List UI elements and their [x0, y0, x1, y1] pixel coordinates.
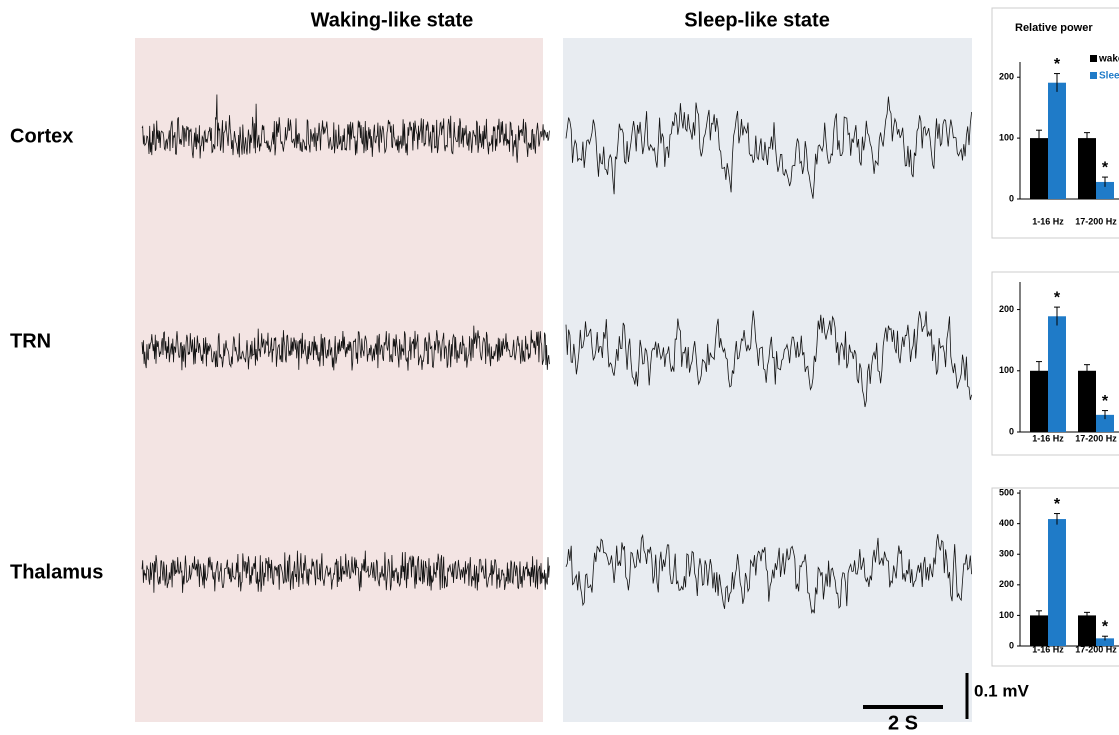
bar — [1048, 316, 1066, 432]
significance: * — [1054, 496, 1061, 513]
bar — [1078, 138, 1096, 199]
bar — [1030, 138, 1048, 199]
row-label: TRN — [10, 330, 51, 352]
bar — [1078, 615, 1096, 646]
y-tick-label: 100 — [999, 132, 1014, 142]
bar — [1048, 83, 1066, 199]
y-tick-label: 200 — [999, 579, 1014, 589]
sleep-panel — [563, 38, 972, 722]
significance: * — [1102, 393, 1109, 410]
row-label: Thalamus — [10, 561, 103, 583]
y-tick-label: 0 — [1009, 426, 1014, 436]
x-tick-label: 1-16 Hz — [1032, 216, 1064, 226]
chart-title: Relative power — [1015, 22, 1093, 34]
significance: * — [1054, 289, 1061, 306]
y-tick-label: 500 — [999, 487, 1014, 497]
legend-swatch — [1090, 72, 1097, 79]
legend-swatch — [1090, 55, 1097, 62]
legend-label: wake — [1098, 54, 1119, 65]
y-tick-label: 100 — [999, 610, 1014, 620]
bar — [1048, 519, 1066, 646]
y-tick-label: 200 — [999, 304, 1014, 314]
bar — [1078, 371, 1096, 432]
x-tick-label: 17-200 Hz — [1075, 433, 1117, 443]
time-scale-label: 2 S — [888, 712, 918, 734]
figure: Waking-like state Sleep-like state Corte… — [0, 0, 1119, 735]
significance: * — [1102, 159, 1109, 176]
legend-label: Sleep — [1099, 71, 1119, 82]
y-tick-label: 0 — [1009, 193, 1014, 203]
sleep-title: Sleep-like state — [684, 9, 830, 31]
row-label: Cortex — [10, 125, 73, 147]
y-tick-label: 200 — [999, 72, 1014, 82]
y-tick-label: 400 — [999, 518, 1014, 528]
waking-title: Waking-like state — [311, 9, 474, 31]
page: Waking-like state Sleep-like state Corte… — [0, 0, 1119, 735]
x-tick-label: 1-16 Hz — [1032, 433, 1064, 443]
voltage-scale-label: 0.1 mV — [974, 681, 1029, 700]
significance: * — [1054, 56, 1061, 73]
y-tick-label: 300 — [999, 549, 1014, 559]
y-tick-label: 0 — [1009, 640, 1014, 650]
significance: * — [1102, 618, 1109, 635]
y-tick-label: 100 — [999, 365, 1014, 375]
x-tick-label: 17-200 Hz — [1075, 216, 1117, 226]
